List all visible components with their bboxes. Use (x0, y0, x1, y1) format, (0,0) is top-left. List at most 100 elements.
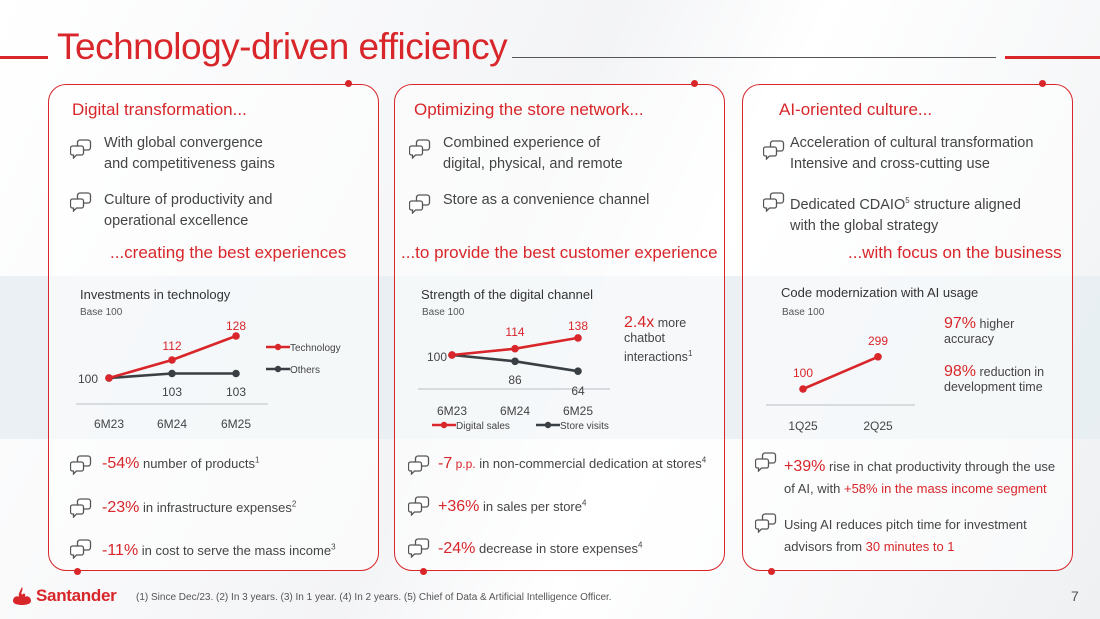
data-label: 103 (162, 385, 182, 399)
kpi-value: +36% (438, 498, 480, 515)
data-point (105, 374, 113, 382)
data-point (168, 356, 176, 364)
bullet-text: Acceleration of cultural transformation I… (790, 135, 1034, 172)
card-title: Optimizing the store network... (414, 100, 644, 119)
card-title: Digital transformation... (72, 100, 247, 119)
data-label: 138 (568, 319, 588, 333)
data-label: 100 (78, 372, 98, 386)
chart-base-label: Base 100 (80, 307, 123, 318)
series-line (802, 355, 879, 391)
data-point (232, 369, 240, 378)
data-point (574, 367, 582, 376)
legend-marker (544, 421, 552, 429)
data-point (448, 351, 456, 359)
kpi-value: -23% (102, 499, 140, 516)
kpi-products: -54% number of products1 (102, 455, 260, 472)
data-label: 64 (571, 384, 585, 398)
bullet-text: Combined experience of digital, physical,… (443, 135, 623, 172)
legend-marker (274, 343, 282, 351)
x-tick-label: 2Q25 (863, 419, 893, 433)
card-tagline: ...with focus on the business (848, 243, 1062, 262)
data-point (168, 369, 176, 378)
card-dot-top (691, 80, 698, 87)
kpi-non-commercial: -7 p.p. in non-commercial dedication at … (438, 455, 707, 472)
card-tagline: ...to provide the best customer experien… (401, 243, 718, 262)
data-label: 100 (427, 350, 447, 364)
card-dot-bottom (420, 568, 427, 575)
kpi-value: +39% (784, 458, 826, 475)
chat-bubbles-icon (755, 513, 777, 533)
chart-title: Code modernization with AI usage (781, 285, 979, 300)
card-ai-culture (742, 84, 1073, 571)
santander-logo: Santander (12, 586, 117, 606)
data-label: 103 (226, 385, 246, 399)
data-point (511, 357, 519, 366)
stat-accuracy: 97% higher accuracy (944, 315, 1015, 347)
title-rule-right (1005, 56, 1100, 59)
bullet-text: Store as a convenience channel (443, 192, 650, 208)
x-tick-label: 6M23 (437, 404, 467, 418)
x-tick-label: 6M24 (157, 417, 187, 431)
stat-chatbot-interactions: 2.4x more chatbot interactions1 (624, 314, 693, 365)
card-dot-bottom (74, 568, 81, 575)
title-rule-middle (512, 57, 996, 58)
title-rule-left (0, 56, 48, 59)
x-tick-label: 6M24 (500, 404, 530, 418)
bullet-text: Dedicated CDAIO5 structure aligned with … (790, 196, 1021, 234)
kpi-pitch-time: Using AI reduces pitch time for investme… (784, 517, 1027, 554)
kpi-store-expenses: -24% decrease in store expenses4 (438, 540, 643, 557)
kpi-value: -24% (438, 540, 476, 557)
data-label: 112 (162, 339, 181, 353)
legend-label: Others (290, 365, 320, 376)
data-point (232, 332, 240, 340)
chart-base-label: Base 100 (422, 307, 465, 318)
data-label: 299 (868, 334, 888, 348)
kpi-value: -54% (102, 455, 140, 472)
data-point (799, 385, 807, 393)
data-label: 128 (226, 319, 246, 333)
page-number: 7 (1071, 588, 1079, 604)
legend-marker (274, 365, 282, 373)
legend-marker (440, 421, 448, 429)
page-title: Technology-driven efficiency (57, 26, 508, 67)
legend-label: Digital sales (456, 421, 510, 432)
x-tick-label: 6M23 (94, 417, 124, 431)
card-store-network (394, 84, 725, 571)
kpi-sales-per-store: +36% in sales per store4 (438, 498, 587, 515)
stat-development-time: 98% reduction in development time (944, 363, 1045, 395)
x-tick-label: 6M25 (221, 417, 251, 431)
card-title: AI-oriented culture... (779, 100, 933, 119)
brand-name: Santander (36, 586, 117, 605)
kpi-value: -7 (438, 455, 453, 472)
chart-title: Strength of the digital channel (421, 287, 594, 302)
legend-label: Technology (290, 343, 341, 354)
bullet-text: With global convergence and competitivene… (104, 135, 275, 172)
data-point (511, 344, 519, 353)
x-tick-label: 6M25 (563, 404, 593, 418)
card-dot-top (1039, 80, 1046, 87)
legend-label: Store visits (560, 421, 609, 432)
card-dot-top (345, 80, 352, 87)
data-label: 100 (793, 366, 813, 380)
kpi-value: -11% (102, 542, 139, 559)
footnote: (1) Since Dec/23. (2) In 3 years. (3) In… (136, 592, 612, 603)
chart-title: Investments in technology (80, 287, 231, 302)
card-digital-transformation (48, 84, 379, 571)
card-dot-bottom (768, 568, 775, 575)
kpi-infrastructure: -23% in infrastructure expenses2 (102, 499, 297, 516)
bullet-text: Culture of productivity and operational e… (104, 192, 273, 229)
kpi-chat-productivity: +39% rise in chat productivity through t… (784, 458, 1056, 496)
chat-bubbles-icon (755, 452, 777, 472)
data-point (874, 352, 882, 361)
data-point (574, 334, 582, 342)
data-label: 114 (505, 325, 524, 339)
x-tick-label: 1Q25 (788, 419, 818, 433)
chart-base-label: Base 100 (782, 307, 825, 318)
data-label: 86 (508, 373, 522, 387)
kpi-cost-to-serve: -11% in cost to serve the mass income3 (102, 542, 336, 559)
card-tagline: ...creating the best experiences (110, 243, 347, 262)
flame-icon (13, 587, 31, 605)
